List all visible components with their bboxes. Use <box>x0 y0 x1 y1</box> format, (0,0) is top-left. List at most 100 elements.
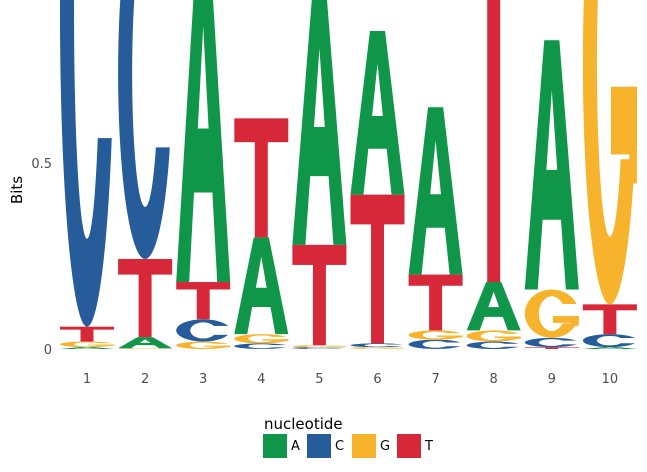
letter-t-bar <box>409 275 463 286</box>
letter-g-spur <box>455 336 463 338</box>
legend-key-a <box>263 434 287 458</box>
legend-label-c: C <box>335 439 344 454</box>
letter-c <box>60 0 115 327</box>
letter-t <box>409 275 463 331</box>
letter-t-bar <box>176 282 230 289</box>
legend-title: nucleotide <box>264 415 343 433</box>
letter-a <box>234 237 288 334</box>
letter-t-bar <box>351 195 405 225</box>
legend-key-t <box>397 434 421 458</box>
legend-label-g: G <box>380 439 390 454</box>
letter-g <box>525 289 580 337</box>
letter-a <box>583 347 637 349</box>
legend-label-t: T <box>424 439 433 454</box>
x-tick-label: 2 <box>141 372 149 387</box>
letter-t-bar <box>583 304 637 310</box>
letter-c <box>351 343 406 347</box>
letter-g <box>234 334 289 343</box>
letter-c <box>176 319 231 341</box>
letter-t-stem <box>197 289 210 320</box>
letter-t <box>60 327 114 342</box>
letter-t-stem <box>545 347 558 349</box>
letter-c-opening <box>148 0 173 147</box>
x-tick-label: 3 <box>199 372 207 387</box>
letter-c-opening <box>322 348 347 349</box>
letter-t-bar <box>292 245 346 265</box>
letter-g <box>60 342 115 348</box>
letter-c-opening <box>380 345 405 346</box>
letter-a <box>176 0 230 282</box>
x-tick-label: 8 <box>490 372 498 387</box>
x-tick-label: 7 <box>431 372 439 387</box>
y-tick-label: 0 <box>44 343 52 358</box>
letter-c-opening <box>206 326 231 335</box>
letter-c <box>583 334 638 347</box>
letter-a <box>60 347 114 349</box>
legend: nucleotide A C G T <box>263 415 433 458</box>
letter-c <box>409 340 464 349</box>
letter-g-spur <box>571 316 579 326</box>
letter-g <box>467 330 522 341</box>
letter-t <box>118 259 172 337</box>
y-tick-label: 0.5 <box>31 157 52 172</box>
x-tick-label: 10 <box>602 372 619 387</box>
x-tick-label: 6 <box>373 372 381 387</box>
letter-g-spur <box>281 339 289 341</box>
letter-t-stem <box>81 329 94 341</box>
letter-t <box>351 195 405 344</box>
letter-t-stem <box>371 221 384 343</box>
legend-label-a: A <box>291 439 300 454</box>
letter-t <box>234 118 288 237</box>
letter-t-stem <box>139 273 152 337</box>
letter-a <box>351 31 405 195</box>
letter-a <box>118 337 172 348</box>
logo-stack-position-2 <box>118 0 173 349</box>
letter-a <box>525 40 579 289</box>
letter-g-spur <box>106 345 114 346</box>
letter-t-stem <box>487 0 500 282</box>
letter-c <box>467 342 522 349</box>
letter-g-spur <box>629 87 637 184</box>
letter-g-spur <box>223 346 231 347</box>
logo-stack-position-6 <box>351 31 406 349</box>
x-tick-label: 4 <box>257 372 265 387</box>
letter-t-stem <box>603 310 616 334</box>
logo-stack-position-8 <box>467 0 522 349</box>
logo-stack-position-10 <box>583 0 638 349</box>
letter-g <box>583 0 638 304</box>
letter-t <box>292 245 346 345</box>
letter-g <box>176 342 231 349</box>
letter-a <box>292 0 346 245</box>
letter-a <box>409 107 463 274</box>
legend-key-g <box>352 434 376 458</box>
letter-c-opening <box>438 342 463 346</box>
letter-g <box>351 347 406 349</box>
logo-stack-position-1 <box>60 0 115 349</box>
letter-g <box>292 345 347 347</box>
logo-stack-position-3 <box>176 0 231 349</box>
letter-c-opening <box>264 345 289 347</box>
letter-t-stem <box>313 263 326 345</box>
letter-c-opening <box>555 341 580 345</box>
x-tick-label: 5 <box>315 372 323 387</box>
letter-t-bar <box>118 259 172 275</box>
letter-c-opening <box>496 344 521 347</box>
letter-c <box>234 343 289 349</box>
logo-stack-position-9 <box>525 40 580 349</box>
y-axis-label: Bits <box>8 176 26 204</box>
letter-c-opening <box>613 338 638 343</box>
letter-g <box>118 348 173 349</box>
letter-t <box>467 0 521 282</box>
letter-c <box>525 338 580 347</box>
logo-stack-position-5 <box>292 0 347 349</box>
letter-g-spur <box>513 337 521 339</box>
logo-stack-position-4 <box>234 118 289 349</box>
letter-t <box>583 304 637 334</box>
x-tick-label: 1 <box>83 372 91 387</box>
letter-c <box>118 0 173 259</box>
letter-g <box>409 330 464 339</box>
letter-t <box>176 282 230 319</box>
